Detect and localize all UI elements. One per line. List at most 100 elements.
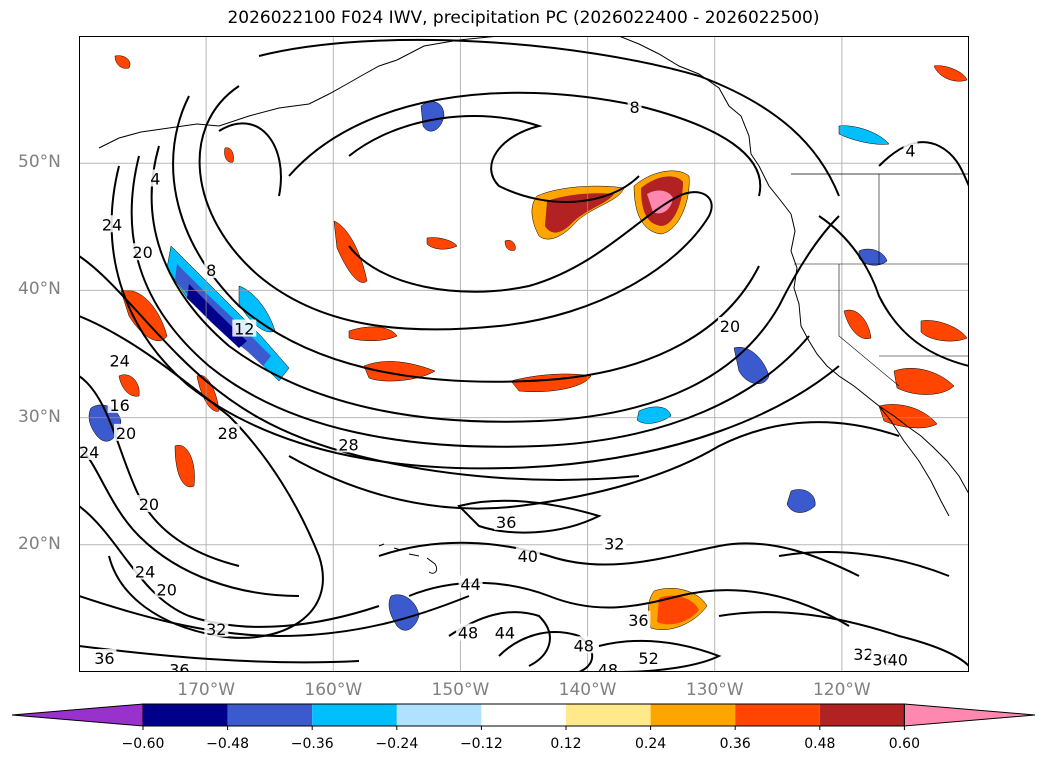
contour-label-bg: [148, 169, 163, 187]
contour-label: 48: [574, 636, 594, 655]
precip-positive-patch: [224, 147, 234, 163]
contour-label-bg: [458, 575, 483, 593]
contour-label-bg: [232, 319, 257, 337]
contour-line: [878, 141, 969, 187]
longitude-label: 130°W: [685, 680, 744, 700]
lat-lon-grid: [79, 36, 969, 672]
contour-line: [79, 645, 360, 664]
contour-line: [457, 499, 602, 534]
contour-line: [198, 85, 713, 331]
contour-label-bg: [136, 495, 161, 513]
contour-label: 52: [638, 649, 658, 668]
colorbar-over-extension: [903, 703, 1036, 727]
longitude-label: 140°W: [558, 680, 617, 700]
colorbar-tick-label: 0.36: [719, 736, 751, 752]
contour-label: 40: [518, 547, 538, 566]
contour-line: [79, 505, 380, 628]
contour-label: 28: [218, 424, 238, 443]
latitude-label: 20°N: [18, 533, 61, 554]
colorbar-bin: [735, 704, 820, 726]
precip-negative-patch: [388, 594, 420, 631]
contour-label-bg: [133, 562, 158, 580]
colorbar-bin: [819, 704, 905, 726]
colorbar-tick-label: −0.48: [206, 736, 250, 752]
iwv-contours: [79, 38, 969, 672]
colorbar-tick-label: 0.24: [635, 736, 667, 752]
contour-label-bg: [492, 623, 517, 641]
contour-label-bg: [92, 649, 117, 667]
colorbar-tick-label: 0.12: [550, 736, 582, 752]
map-frame: [79, 36, 969, 672]
contour-label: 32: [206, 620, 226, 639]
precip-positive-patch: [333, 220, 368, 283]
contour-line: [778, 551, 950, 577]
contour-line: [718, 611, 969, 667]
colorbar-bin: [566, 704, 651, 726]
contour-line: [172, 95, 760, 383]
precip-negative-patch: [636, 406, 672, 424]
contour-label: 44: [495, 624, 515, 643]
contour-label-bg: [456, 623, 481, 641]
contour-line: [130, 155, 810, 448]
contour-label-bg: [903, 141, 918, 159]
longitude-label: 170°W: [177, 680, 236, 700]
precip-positive-patch: [933, 65, 968, 82]
contour-label: 48: [598, 660, 618, 672]
colorbar-tick-label: 0.60: [888, 736, 920, 752]
contour-line: [110, 165, 840, 470]
longitude-label: 150°W: [431, 680, 490, 700]
longitude-label: 160°W: [304, 680, 363, 700]
aleutian-islands: [98, 59, 398, 149]
contour-label: 20: [157, 580, 177, 599]
contour-label: 24: [102, 215, 122, 234]
precip-positive-patch: [426, 237, 458, 250]
contour-label-bg: [636, 649, 661, 667]
contour-label: 16: [110, 396, 130, 415]
contour-label: 8: [206, 261, 216, 280]
contour-label: 28: [338, 435, 358, 454]
colorbar-tick-label: −0.12: [459, 736, 503, 752]
contour-label-bg: [167, 660, 192, 672]
contour-label: 12: [234, 320, 254, 339]
contour-label: 20: [139, 495, 159, 514]
map-area[interactable]: 8 4 4 24 20 8 12 20 24 16 20 24 28 28 20 36 32 40 24 44 20 36…: [79, 36, 969, 672]
colorbar-tick-label: 0.48: [804, 736, 836, 752]
contour-line: [448, 611, 551, 667]
precip-negative-patch: [420, 101, 445, 132]
alaska-coast: [396, 36, 792, 215]
colorbar-frame: [142, 703, 905, 727]
hawaii-islands: [378, 543, 438, 574]
contour-label: 4: [150, 169, 160, 188]
contour-line: [288, 91, 762, 197]
contour-label-bg: [571, 636, 596, 654]
contour-label: 20: [132, 243, 152, 262]
contour-label-bg: [79, 442, 102, 460]
contour-line: [498, 631, 594, 672]
contour-label: 44: [460, 575, 480, 594]
contour-label: 24: [110, 351, 130, 370]
colorbar-bin: [481, 704, 566, 726]
contour-label: 20: [116, 424, 136, 443]
contour-label-bg: [336, 435, 361, 453]
precip-positive-patch: [545, 193, 614, 233]
precipitation-fill: [88, 55, 968, 631]
contour-label: 48: [458, 624, 478, 643]
precip-negative-patch: [786, 489, 816, 513]
latitude-label: 40°N: [18, 279, 61, 300]
precip-positive-patch: [893, 368, 955, 395]
precip-positive-patch: [114, 55, 131, 69]
contour-label-bg: [602, 534, 627, 552]
contour-label: 40: [888, 650, 908, 669]
contour-label: 32: [604, 535, 624, 554]
contour-line: [818, 215, 969, 367]
precip-positive-patch: [878, 404, 938, 429]
contour-label-bg: [595, 660, 620, 672]
contour-label: 4: [905, 141, 915, 160]
contour-label-bg: [717, 317, 742, 335]
contour-label: 36: [94, 649, 114, 668]
contour-line: [218, 122, 282, 197]
contour-label-bg: [851, 645, 876, 663]
contour-label: 36: [496, 513, 516, 532]
contour-label: 24: [79, 443, 99, 462]
